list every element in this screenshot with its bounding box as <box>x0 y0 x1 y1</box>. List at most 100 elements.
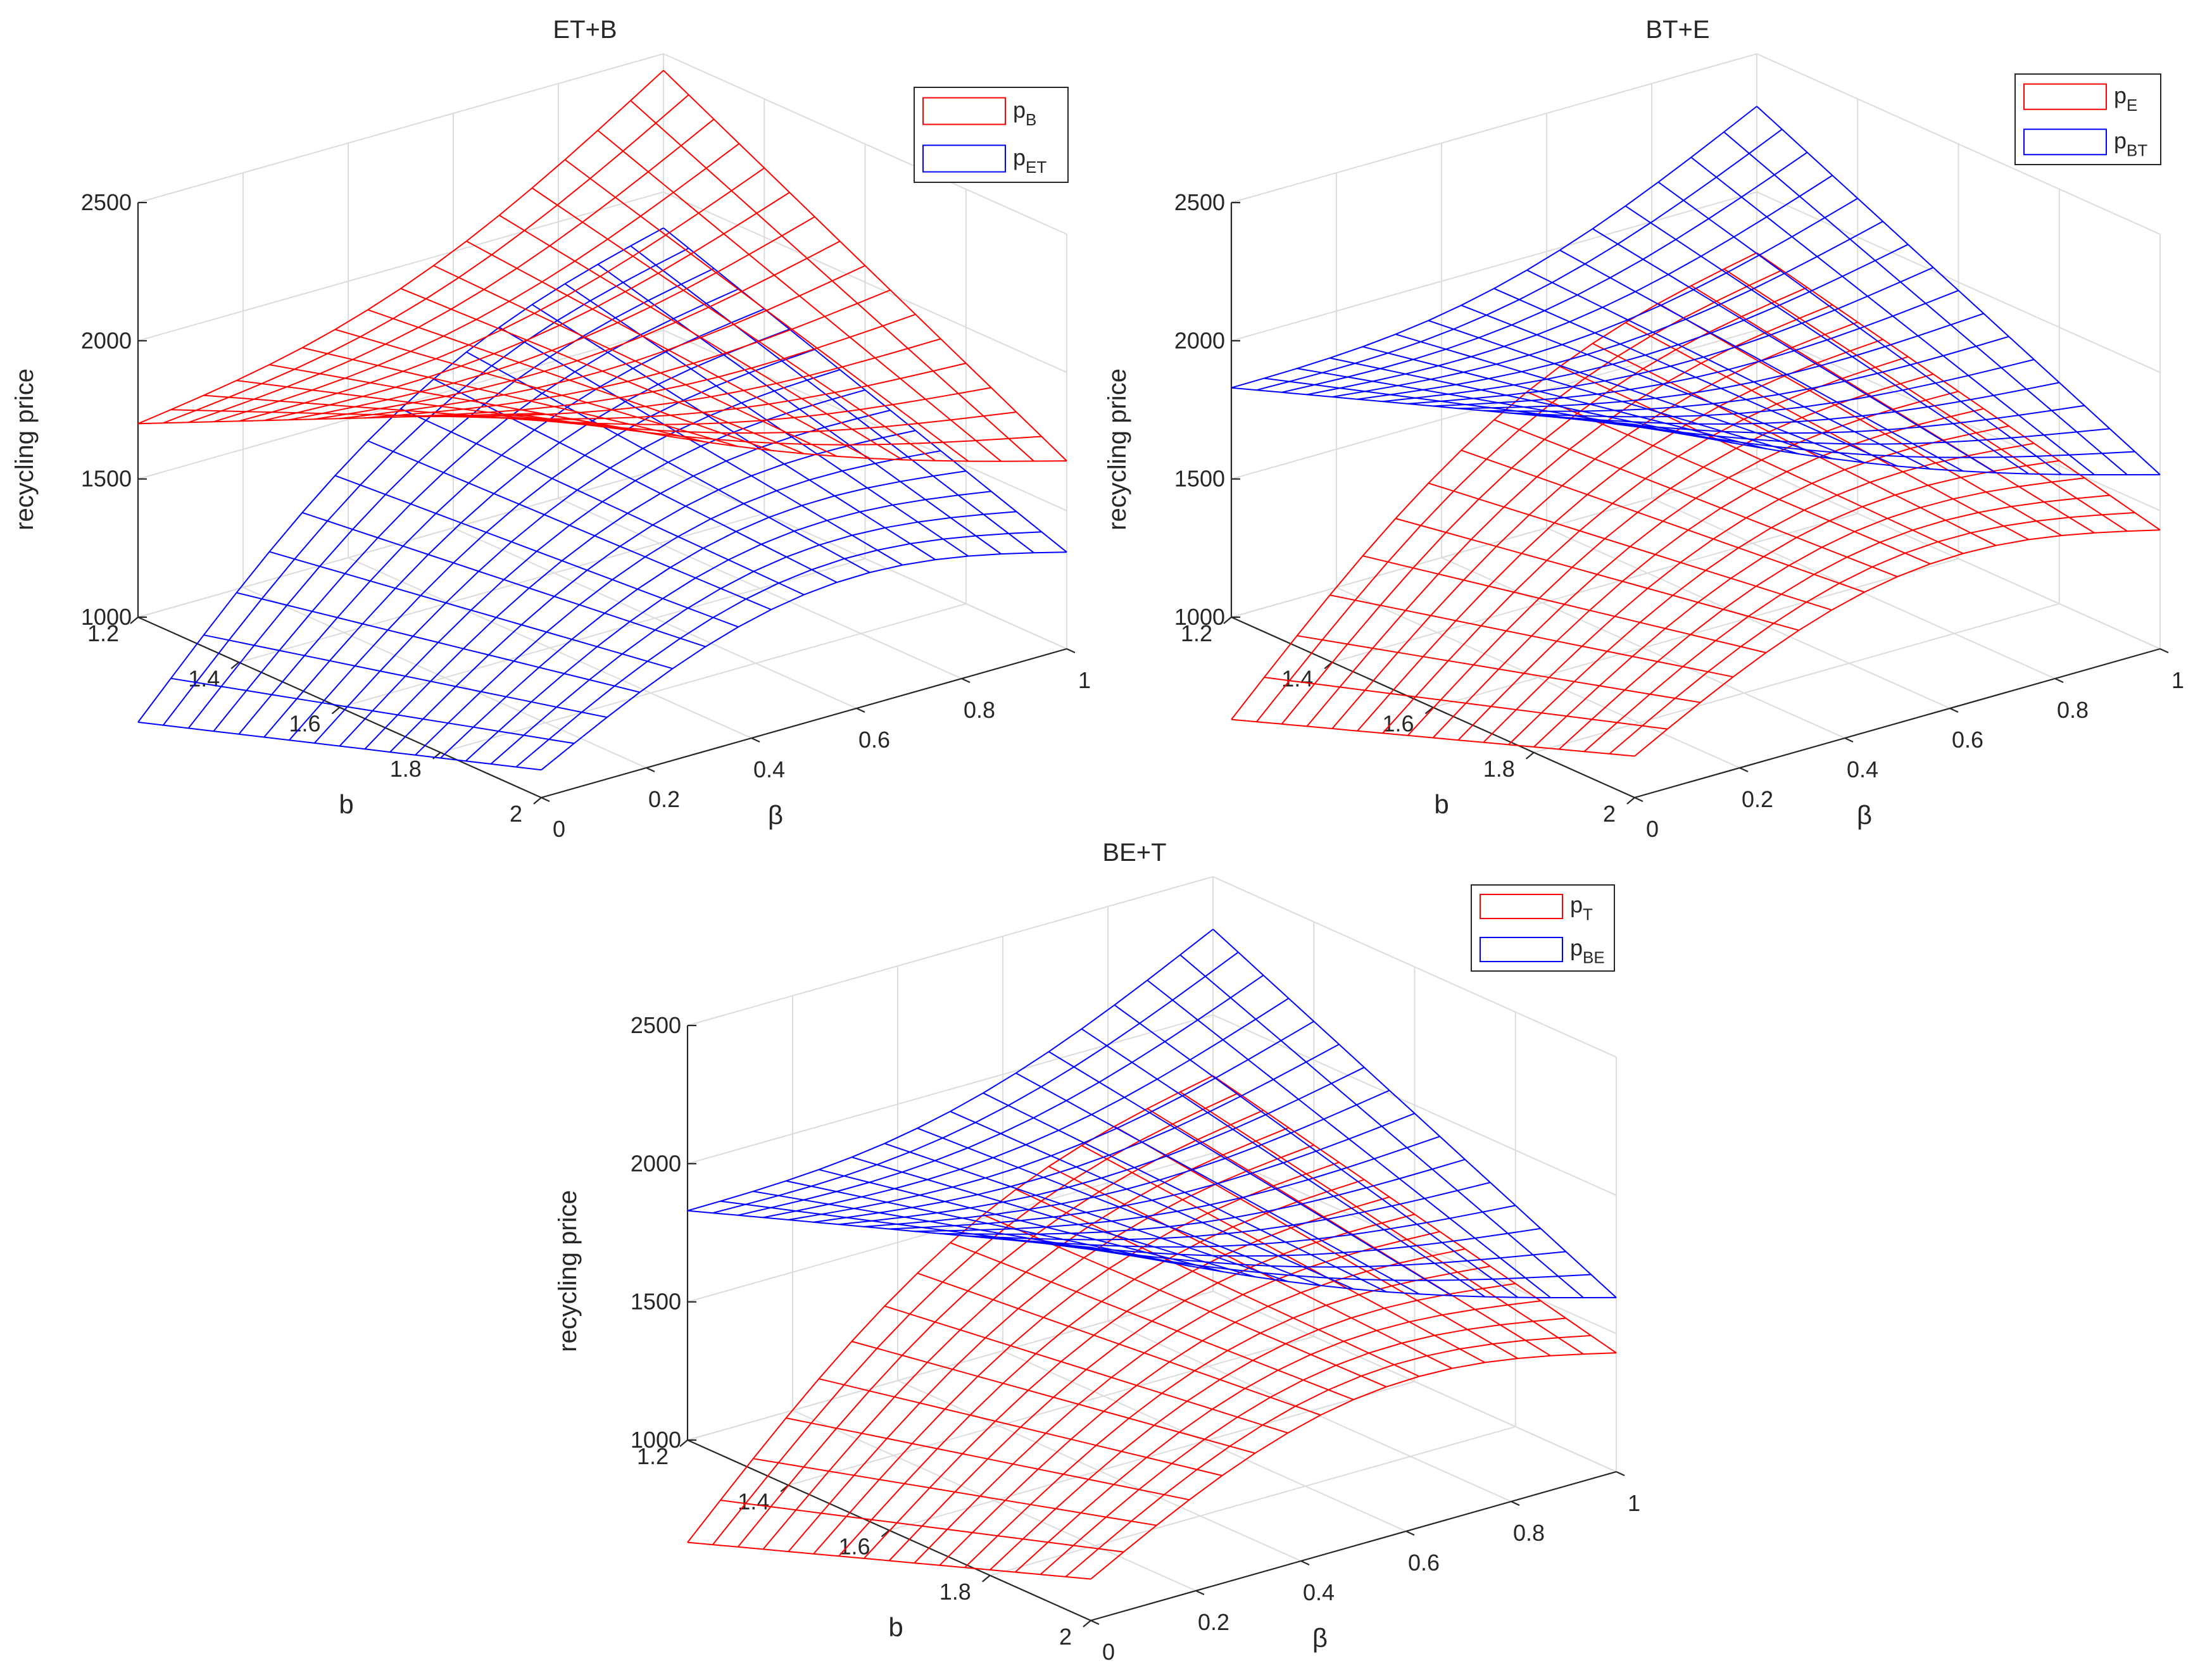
mesh-line-b <box>838 1067 1365 1226</box>
surface-chart-1: 0 0.2 0.4 0.6 0.8 1 1.2 1.4 1.6 1.8 2 1000 1500 2000 2… <box>11 16 1091 842</box>
mesh-line-b <box>1382 244 1909 403</box>
mesh-line-b <box>1015 1227 1541 1257</box>
mesh-line-b <box>914 1231 1440 1564</box>
tick-beta-0.2 <box>1195 1590 1205 1595</box>
gridline-b-1.4 <box>1332 99 1859 663</box>
surface-pBT <box>1231 106 2161 475</box>
mesh-line-b <box>1483 425 2009 743</box>
z-axis-label: recycling price <box>554 1190 582 1352</box>
tick-label-z: 2500 <box>81 189 132 215</box>
tick-label-beta: 0.6 <box>1952 727 1983 753</box>
tick-label-beta: 0 <box>553 816 565 842</box>
mesh-line-b <box>687 1075 1214 1543</box>
tick-beta-0.8 <box>2054 678 2064 683</box>
mesh-line-b <box>1407 266 1934 404</box>
legend-label: pBT <box>2114 127 2147 160</box>
z-axis-label: recycling price <box>1103 368 1131 530</box>
mesh-line-b <box>1331 321 1858 729</box>
mesh-line-b <box>1533 382 2059 425</box>
tick-label-beta: 0.8 <box>1513 1520 1545 1546</box>
mesh-line-b <box>939 1248 1466 1566</box>
gridline-z-1000 <box>687 1290 1617 1472</box>
legend-swatch <box>1480 936 1563 963</box>
gridline-z-2000 <box>687 1014 1617 1196</box>
mesh-line-b <box>465 387 991 425</box>
tick-b-1.6 <box>331 706 341 715</box>
mesh-line-b <box>1090 1246 1617 1298</box>
mesh-line-b <box>813 1043 1340 1223</box>
tick-label-z: 2000 <box>631 1150 681 1176</box>
mesh-line-b <box>1609 511 2135 755</box>
mesh-line-b <box>415 450 941 756</box>
tick-beta-1 <box>2159 648 2169 653</box>
gridline-b-1.8 <box>1533 189 2060 753</box>
surface-pBE <box>687 929 1617 1298</box>
tick-label-beta: 0.2 <box>1198 1609 1229 1635</box>
tick-label-beta: 0.6 <box>1408 1550 1440 1576</box>
mesh-line-b <box>390 313 916 418</box>
tick-b-1.2 <box>1223 617 1232 624</box>
mesh-line-b <box>515 531 1042 768</box>
mesh-line-b <box>763 998 1289 1219</box>
grid-lines <box>687 875 1617 1621</box>
x-axis-line <box>1090 1470 1617 1622</box>
legend: pB pET <box>914 87 1069 183</box>
tick-label-z: 1500 <box>631 1289 681 1315</box>
chart-title: BE+T <box>1102 839 1166 867</box>
mesh-line-b <box>1458 313 1984 410</box>
legend-label: pT <box>1570 892 1593 924</box>
tick-label-b: 1.6 <box>289 711 320 737</box>
mesh-line-b <box>364 410 891 749</box>
mesh-line-b <box>213 143 739 423</box>
mesh-line-b <box>1090 1352 1617 1580</box>
mesh-line-b <box>163 94 689 424</box>
tick-label-beta: 1 <box>1628 1490 1640 1516</box>
mesh-line-b <box>465 491 991 762</box>
gridline-beta-0.2 <box>1336 173 1740 768</box>
mesh-line-b <box>1634 529 2161 757</box>
tick-label-z: 2500 <box>1174 189 1225 215</box>
mesh-line-b <box>889 1112 1415 1230</box>
x-axis-label: β <box>1857 800 1872 830</box>
mesh-line-b <box>289 216 815 421</box>
mesh-line-b <box>1432 391 1959 739</box>
surface-chart-2: 0 0.2 0.4 0.6 0.8 1 1.2 1.4 1.6 1.8 2 1000 1500 2000 2… <box>1103 16 2184 842</box>
mesh-line-b <box>788 1020 1314 1220</box>
mesh-line-b <box>1634 423 2161 475</box>
mesh-line-b <box>738 974 1264 1216</box>
axes <box>679 1024 1625 1627</box>
tick-label-b: 1.8 <box>390 756 422 782</box>
tick-beta-0.2 <box>646 767 655 772</box>
tick-label-b: 2 <box>1603 801 1616 827</box>
tick-label-beta: 0.4 <box>1303 1579 1335 1605</box>
x-axis-line <box>541 648 1067 799</box>
mesh-line-b <box>964 1182 1491 1241</box>
legend-swatch <box>2023 83 2107 110</box>
gridline-b-1.2 <box>687 877 1214 1441</box>
mesh-line-b <box>1433 289 1959 407</box>
legend-swatch <box>1480 893 1563 920</box>
tick-beta-1 <box>1616 1471 1625 1476</box>
mesh-line-b <box>313 369 841 744</box>
x-axis-label: β <box>1312 1623 1328 1653</box>
tick-label-b: 1.2 <box>637 1443 669 1469</box>
x-axis-line <box>1634 648 2161 799</box>
mesh-line-b <box>990 1282 1516 1570</box>
mesh-line-b <box>1508 442 2035 746</box>
mesh-line-b <box>712 1092 1239 1545</box>
tick-label-b: 1.4 <box>738 1488 769 1514</box>
gridline-b-1.8 <box>990 1012 1516 1576</box>
tick-b-1.6 <box>881 1529 890 1538</box>
gridline-beta-0.4 <box>897 966 1302 1562</box>
tick-label-b: 1.6 <box>1382 711 1414 737</box>
x-axis-label: β <box>768 800 783 830</box>
tick-label-z: 1000 <box>1174 604 1225 630</box>
tick-beta-0.4 <box>1300 1560 1310 1565</box>
mesh-line-b <box>1256 129 1783 391</box>
mesh-line-b <box>1357 339 1883 732</box>
tick-beta-0.6 <box>856 708 865 713</box>
tick-beta-0.4 <box>751 737 760 743</box>
gridline-b-1.4 <box>788 922 1315 1486</box>
